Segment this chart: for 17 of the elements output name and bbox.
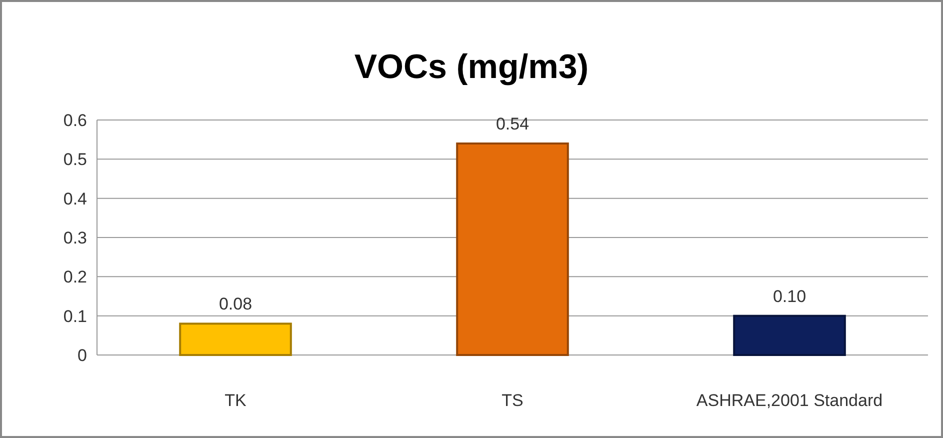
y-tick-label: 0.1 [63,306,87,326]
x-tick-label: TS [502,391,524,410]
data-label: 0.10 [772,286,806,306]
y-tick-label: 0 [78,346,87,365]
x-tick-label: ASHRAE,2001 Standard [696,391,883,410]
data-label: 0.54 [496,114,530,134]
data-label: 0.08 [218,294,252,314]
y-tick-label: 0.3 [63,228,87,248]
y-tick-label: 0.4 [63,189,87,208]
y-tick-label: 0.2 [63,268,87,287]
bar [733,314,846,356]
y-tick-label: 0.6 [63,110,87,130]
chart-title: VOCs (mg/m3) [354,48,589,86]
bar [456,142,569,356]
bar [179,322,292,356]
x-tick-label: TK [224,391,248,410]
y-tick-label: 0.5 [63,150,87,170]
